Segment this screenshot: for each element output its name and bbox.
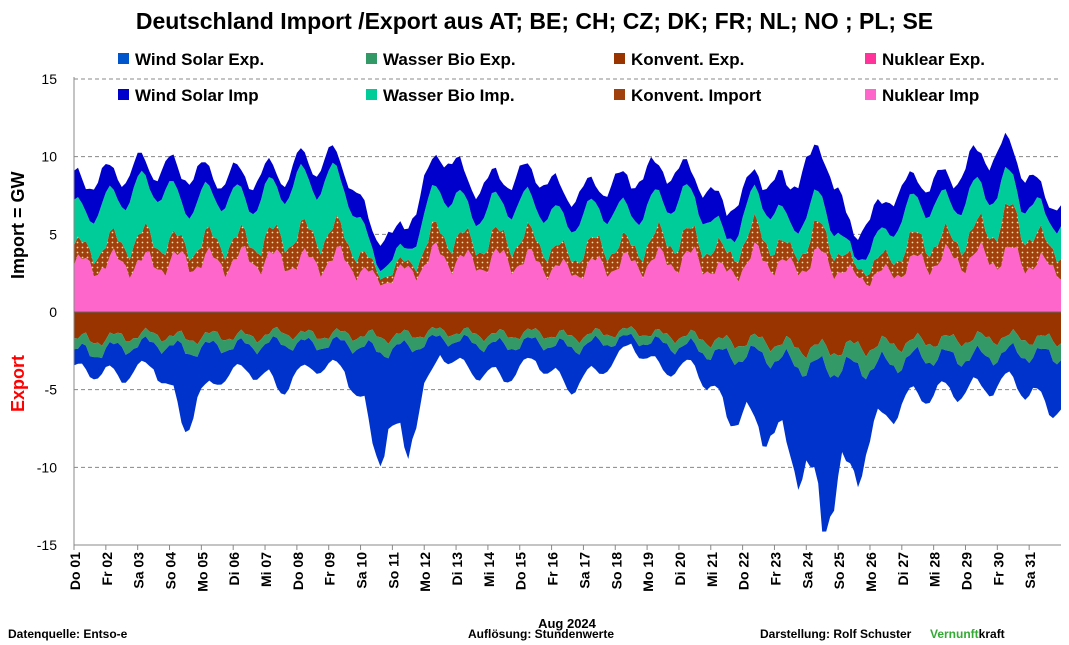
data-areas bbox=[74, 132, 1061, 532]
y-tick-labels: 15 10 5 0 -5 -10 -15 bbox=[37, 71, 57, 553]
x-tick-label: Mi 28 bbox=[927, 552, 943, 587]
x-tick-label: Do 01 bbox=[67, 552, 83, 590]
x-tick-label: So 18 bbox=[608, 552, 624, 590]
legend-label: Konvent. Import bbox=[631, 86, 762, 105]
footer-brand: Vernunftkraft bbox=[930, 627, 1005, 641]
legend-label: Konvent. Exp. bbox=[631, 50, 745, 69]
x-tick-label: Fr 16 bbox=[545, 552, 561, 586]
legend-swatch bbox=[865, 53, 876, 65]
x-tick-label: Sa 17 bbox=[576, 552, 592, 589]
x-tick-label: Do 22 bbox=[736, 552, 752, 590]
x-tick-label: Do 08 bbox=[290, 552, 306, 590]
y-tick-label: -10 bbox=[37, 459, 57, 475]
area-nuklear-imp bbox=[74, 241, 1061, 312]
x-tick-label: Mo 26 bbox=[863, 552, 879, 592]
x-tick-label: Sa 24 bbox=[799, 552, 815, 589]
y-tick-label: 10 bbox=[41, 149, 57, 165]
legend-swatch bbox=[614, 89, 625, 101]
y-tick-label: 5 bbox=[49, 226, 57, 242]
legend-label: Wind Solar Imp bbox=[135, 86, 259, 105]
legend-label: Nuklear Exp. bbox=[882, 50, 985, 69]
x-tick-label: Mo 12 bbox=[417, 552, 433, 592]
x-tick-label: Di 27 bbox=[895, 552, 911, 586]
y-tick-label: -15 bbox=[37, 537, 57, 553]
legend-item: Wasser Bio Exp. bbox=[366, 50, 516, 70]
x-tick-label: Fr 30 bbox=[990, 552, 1006, 586]
footer-author: Darstellung: Rolf Schuster bbox=[760, 627, 912, 641]
area-wasser-bio-imp bbox=[74, 162, 1061, 280]
brand-green: Vernunft bbox=[930, 627, 979, 641]
area-konvent-exp bbox=[74, 312, 1061, 359]
x-tick-label: Di 06 bbox=[226, 552, 242, 586]
area-wind-solar-exp bbox=[74, 333, 1061, 532]
legend-label: Wasser Bio Imp. bbox=[383, 86, 515, 105]
legend-item: Konvent. Import bbox=[614, 86, 761, 106]
legend-item: Nuklear Imp bbox=[865, 86, 979, 106]
x-tick-label: Sa 31 bbox=[1022, 552, 1038, 589]
x-tick-label: Do 15 bbox=[513, 552, 529, 590]
legend-item: Wasser Bio Imp. bbox=[366, 86, 515, 106]
axes bbox=[73, 77, 1061, 546]
legend-item: Nuklear Exp. bbox=[865, 50, 985, 70]
y-tick-label: 0 bbox=[49, 304, 57, 320]
area-konvent-import bbox=[74, 203, 1061, 287]
area-wasser-bio-exp bbox=[74, 326, 1061, 380]
legend-item: Wind Solar Imp bbox=[118, 86, 259, 106]
legend-label: Wasser Bio Exp. bbox=[383, 50, 516, 69]
legend-label: Nuklear Imp bbox=[882, 86, 980, 105]
x-tick-label: Mi 14 bbox=[481, 552, 497, 587]
legend-swatch bbox=[118, 89, 129, 101]
x-tick-label: So 04 bbox=[163, 552, 179, 590]
x-tick-label: So 25 bbox=[831, 552, 847, 590]
x-axis-label: Aug 2024 bbox=[538, 616, 597, 631]
x-tick-label: So 11 bbox=[385, 552, 401, 589]
x-tick-label: Fr 23 bbox=[767, 552, 783, 586]
x-tick-label: Sa 03 bbox=[131, 552, 147, 589]
legend-swatch bbox=[118, 53, 129, 65]
chart-title: Deutschland Import /Export aus AT; BE; C… bbox=[135, 8, 934, 34]
x-tick-label: Mo 05 bbox=[194, 552, 210, 592]
x-tick-label: Di 13 bbox=[449, 552, 465, 586]
x-tick-label: Di 20 bbox=[672, 552, 688, 586]
legend-item: Konvent. Exp. bbox=[614, 50, 744, 70]
brand-black: kraft bbox=[978, 627, 1005, 641]
x-tick-label: Fr 09 bbox=[322, 552, 338, 586]
x-tick-label: Fr 02 bbox=[99, 552, 115, 586]
legend-swatch bbox=[366, 89, 377, 101]
legend-item: Wind Solar Exp. bbox=[118, 50, 264, 70]
legend-swatch bbox=[366, 53, 377, 65]
area-wind-solar-imp bbox=[74, 132, 1061, 272]
x-tick-labels: Do 01 Fr 02 Sa 03 So 04 Mo 05 Di 06 Mi 07 Do 08… bbox=[67, 545, 1038, 592]
y-tick-label: 15 bbox=[41, 71, 57, 87]
x-tick-label: Mi 21 bbox=[704, 552, 720, 587]
legend-swatch bbox=[865, 89, 876, 101]
x-tick-label: Sa 10 bbox=[354, 552, 370, 589]
footer-resolution: Auflösung: Stundenwerte bbox=[468, 627, 614, 641]
legend-swatch bbox=[614, 53, 625, 65]
footer-source: Datenquelle: Entso-e bbox=[8, 627, 128, 641]
x-tick-label: Do 29 bbox=[958, 552, 974, 590]
legend-label: Wind Solar Exp. bbox=[135, 50, 265, 69]
y-tick-label: -5 bbox=[45, 382, 58, 398]
x-tick-label: Mi 07 bbox=[258, 552, 274, 587]
x-tick-label: Mo 19 bbox=[640, 552, 656, 592]
